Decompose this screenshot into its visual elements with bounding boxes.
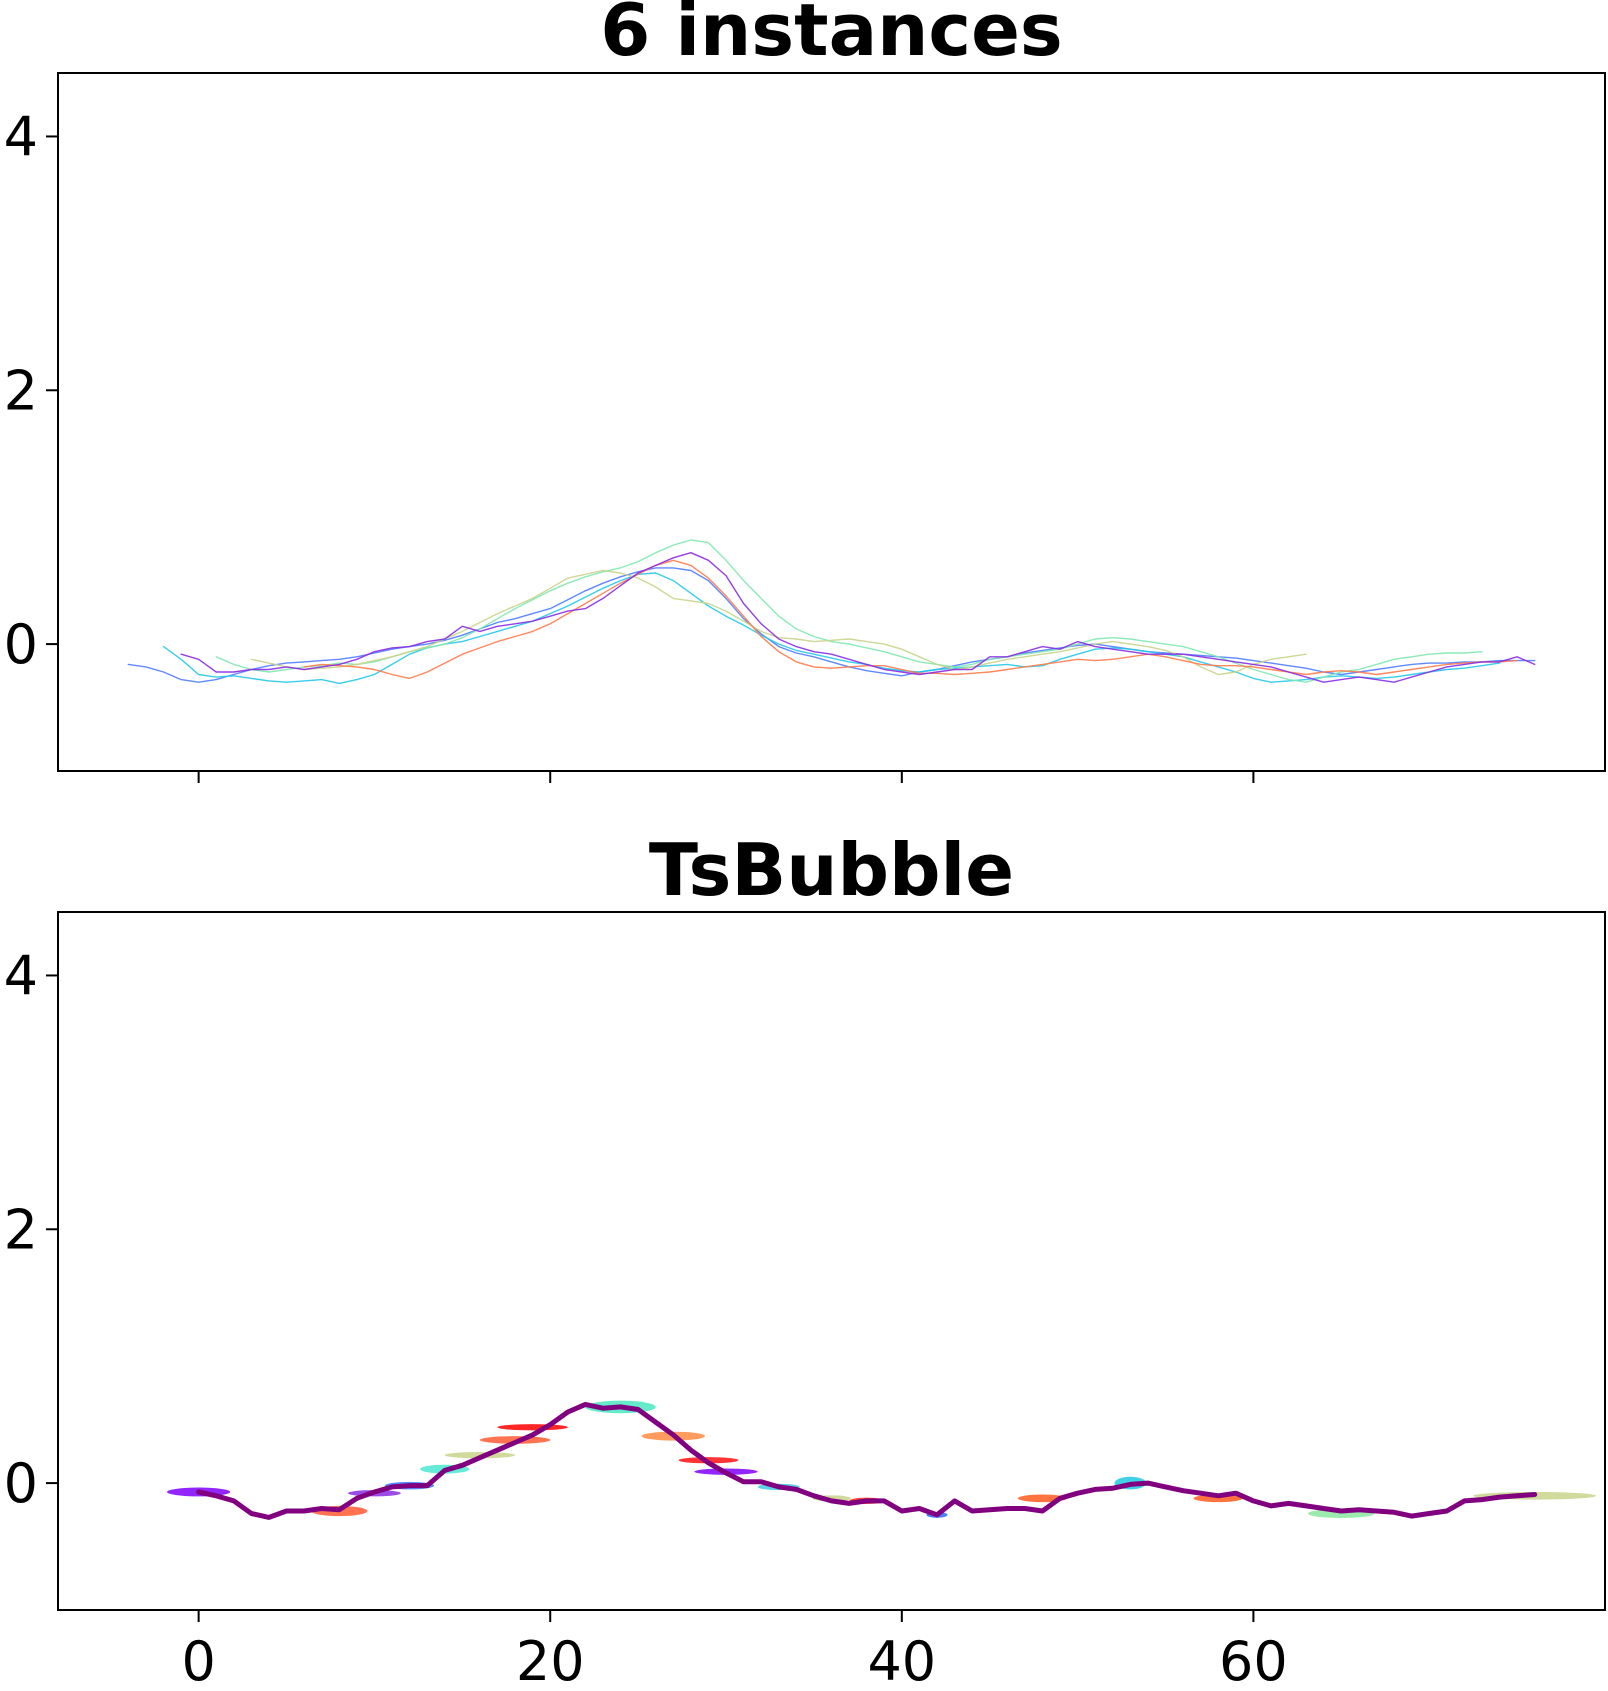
y-tick-label-2: 2 xyxy=(4,359,38,422)
series-line-1 xyxy=(162,572,1501,685)
plot-area xyxy=(127,539,1536,685)
x-tick-label-0: 0 xyxy=(181,1630,215,1691)
chart-title: 6 instances xyxy=(600,0,1063,72)
y-tick-label-0: 0 xyxy=(4,1452,38,1515)
y-tick-label-4: 4 xyxy=(4,105,38,168)
y-tick-label-2: 2 xyxy=(4,1198,38,1261)
series-line-5 xyxy=(180,552,1536,683)
plot-area xyxy=(166,1400,1597,1520)
bubble-7 xyxy=(497,1424,568,1431)
instances-panel: 6 instances 0 2 4 xyxy=(4,0,1606,783)
y-tick-label-0: 0 xyxy=(4,613,38,676)
axes-frame xyxy=(57,911,1606,1611)
series-line-0 xyxy=(196,1401,1538,1520)
x-tick-label-60: 60 xyxy=(1219,1630,1288,1691)
series-line-3 xyxy=(250,569,1307,676)
series-line-4 xyxy=(303,559,1518,680)
x-tick-label-20: 20 xyxy=(516,1630,585,1691)
x-tick-label-40: 40 xyxy=(867,1630,936,1691)
axes-frame xyxy=(57,72,1606,772)
y-tick-label-4: 4 xyxy=(4,944,38,1007)
series-line-0 xyxy=(127,567,1536,683)
chart-title: TsBubble xyxy=(649,828,1014,912)
series-line-2 xyxy=(215,539,1483,683)
